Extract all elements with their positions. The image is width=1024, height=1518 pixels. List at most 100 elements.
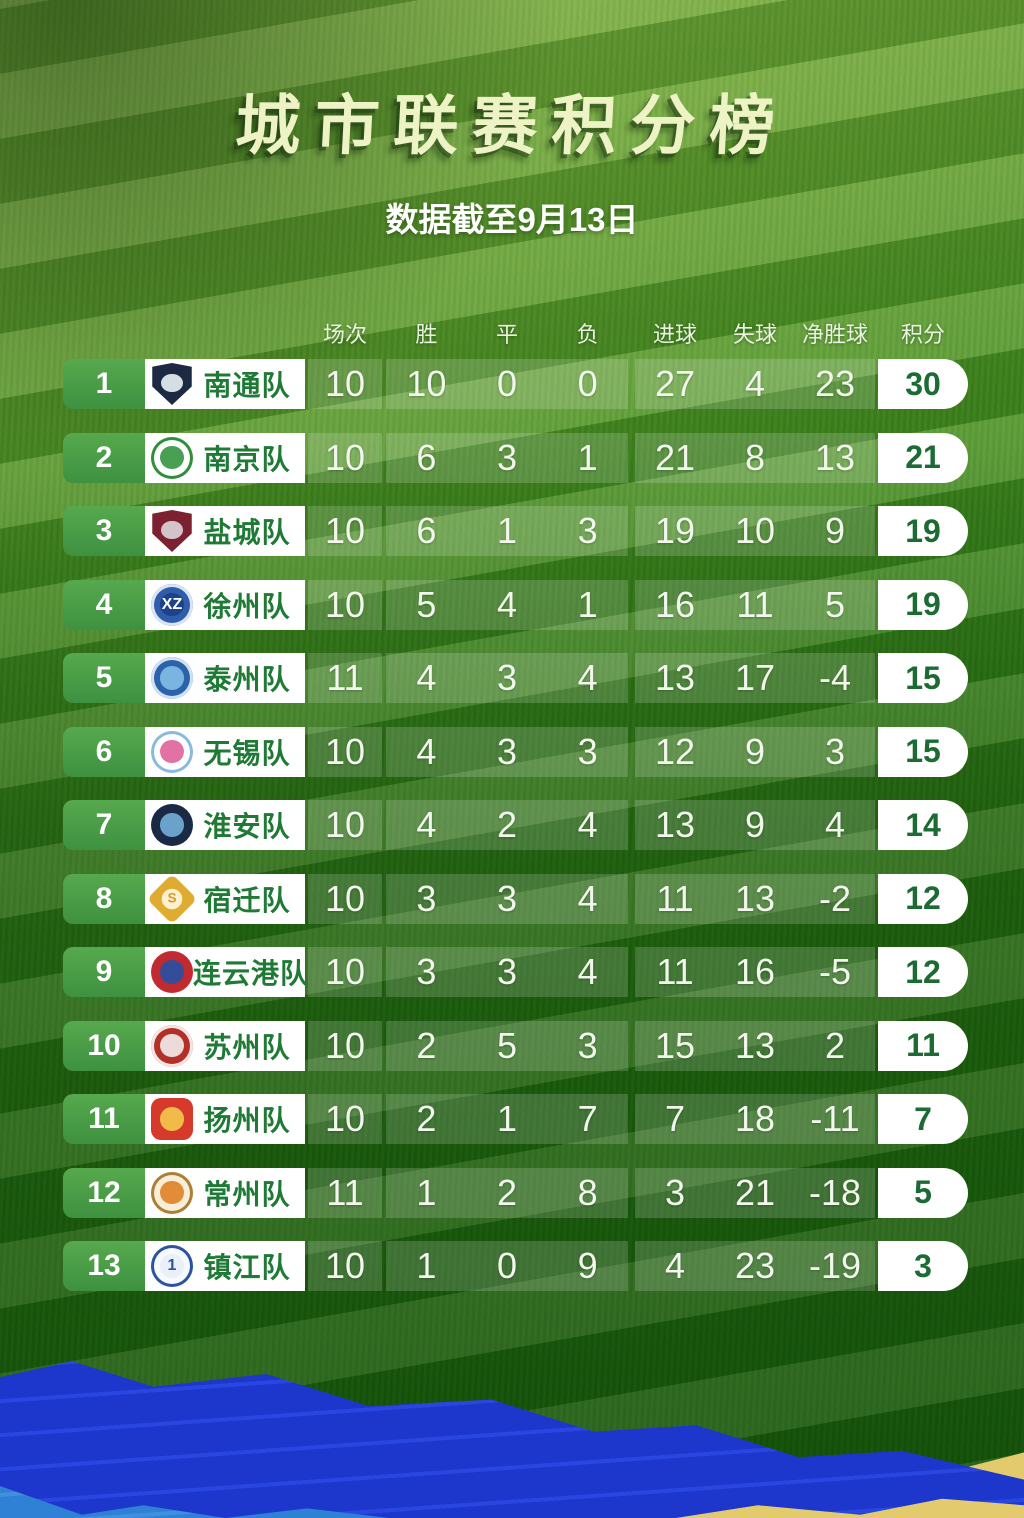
logo-accent	[160, 1254, 184, 1278]
wins-cell: 4	[416, 804, 437, 845]
team-logo	[151, 1098, 193, 1140]
points-badge: 12	[878, 873, 968, 924]
goal-diff-cell: -18	[808, 1171, 862, 1213]
rank-badge: 7	[63, 800, 145, 850]
team-logo	[152, 510, 192, 552]
played-cell: 10	[308, 1094, 382, 1144]
header-points: 积分	[900, 322, 945, 347]
table-row: 1 南通队 10 10 0 0 27 4 23 30	[63, 359, 968, 409]
record-panel: 6 3 1	[386, 432, 628, 483]
record-panel: 1 0 9	[386, 1241, 628, 1291]
played-cell: 10	[308, 1020, 382, 1071]
logo-initials: S	[167, 890, 177, 906]
rank-badge: 12	[63, 1167, 145, 1218]
goal-diff-cell: 4	[824, 804, 846, 845]
team-cell: 苏州队	[145, 1020, 305, 1071]
team-cell: XZ 徐州队	[145, 579, 305, 630]
played-cell: 10	[308, 800, 382, 850]
rank-badge: 9	[63, 947, 145, 997]
points-badge: 3	[878, 1241, 968, 1291]
team-logo	[151, 1024, 193, 1067]
team-cell: 无锡队	[145, 726, 305, 777]
team-logo	[151, 804, 193, 846]
team-name: 苏州队	[203, 1031, 291, 1063]
standings-rows: 1 南通队 10 10 0 0 27 4 23 30 2 南京队 10 6 3 1 21 8 13 21 3 盐城队 10 6…	[63, 359, 968, 1291]
wins-cell: 1	[416, 1245, 437, 1286]
goals-panel: 11 13 -2	[635, 873, 875, 924]
table-row: 5 泰州队 11 4 3 4 13 17 -4 15	[63, 653, 968, 703]
goals-for-cell: 13	[654, 804, 696, 845]
team-logo	[152, 363, 192, 405]
wins-cell: 10	[406, 363, 447, 404]
header-goals-against: 失球	[732, 322, 777, 347]
goal-diff-cell: -19	[808, 1245, 862, 1286]
losses-cell: 1	[577, 583, 598, 625]
goals-against-cell: 9	[744, 804, 766, 845]
team-name: 宿迁队	[203, 884, 291, 916]
losses-cell: 3	[577, 1024, 598, 1066]
team-name: 无锡队	[203, 737, 291, 769]
wins-cell: 4	[416, 657, 437, 698]
goals-panel: 15 13 2	[635, 1020, 875, 1071]
rank-badge: 11	[63, 1094, 145, 1144]
goals-panel: 13 17 -4	[635, 653, 875, 703]
record-panel: 4 3 3	[386, 726, 628, 777]
rank-badge: 13	[63, 1241, 145, 1291]
played-cell: 10	[308, 579, 382, 630]
goals-for-cell: 27	[654, 363, 696, 404]
played-cell: 11	[308, 653, 382, 703]
logo-accent	[160, 1107, 184, 1131]
standings-table: 场次 胜 平 负 进球 失球 净胜球 积分 1 南通队 10 10 0 0 27 4 23 30 2…	[63, 317, 968, 1291]
wins-cell: 5	[416, 583, 437, 625]
team-name: 连云港队	[193, 958, 310, 989]
table-row: 13 1 镇江队 10 1 0 9 4 23 -19 3	[63, 1241, 968, 1291]
team-cell: 南京队	[145, 432, 305, 483]
team-name: 徐州队	[203, 590, 291, 622]
losses-cell: 8	[577, 1171, 598, 1213]
draws-cell: 5	[496, 1024, 517, 1066]
draws-cell: 3	[496, 730, 517, 772]
goals-panel: 19 10 9	[635, 506, 875, 556]
goals-panel: 7 18 -11	[635, 1094, 875, 1144]
team-logo	[151, 951, 193, 993]
played-cell: 10	[308, 359, 382, 409]
wins-cell: 2	[416, 1024, 437, 1066]
played-cell: 10	[308, 947, 382, 997]
logo-accent	[161, 373, 183, 393]
logo-accent	[160, 960, 184, 984]
draws-cell: 2	[496, 804, 517, 845]
goals-against-cell: 21	[734, 1171, 776, 1213]
table-row: 12 常州队 11 1 2 8 3 21 -18 5	[63, 1167, 968, 1218]
goal-diff-cell: 5	[824, 583, 846, 625]
losses-cell: 7	[577, 1098, 598, 1139]
points-badge: 19	[878, 579, 968, 630]
goal-diff-cell: -4	[818, 657, 851, 698]
table-row: 3 盐城队 10 6 1 3 19 10 9 19	[63, 506, 968, 556]
rank-badge: 10	[63, 1020, 145, 1071]
header-record-group: 胜 平 负	[386, 317, 628, 349]
losses-cell: 3	[577, 730, 598, 772]
played-cell: 10	[308, 506, 382, 556]
goals-against-cell: 18	[734, 1098, 776, 1139]
logo-accent	[161, 520, 183, 540]
rank-badge: 4	[63, 579, 145, 630]
goals-against-cell: 13	[734, 877, 776, 919]
table-row: 4 XZ 徐州队 10 5 4 1 16 11 5 19	[63, 579, 968, 630]
record-panel: 4 3 4	[386, 653, 628, 703]
team-cell: 1 镇江队	[145, 1241, 305, 1291]
team-logo: S	[146, 873, 198, 924]
team-logo	[151, 1171, 193, 1214]
points-badge: 15	[878, 653, 968, 703]
record-panel: 3 3 4	[386, 947, 628, 997]
played-cell: 10	[308, 873, 382, 924]
rank-badge: 6	[63, 726, 145, 777]
losses-cell: 3	[577, 510, 598, 551]
header-goals-for: 进球	[652, 322, 697, 347]
logo-accent	[160, 1033, 184, 1058]
goal-diff-cell: -11	[810, 1098, 860, 1139]
losses-cell: 4	[577, 804, 598, 845]
goal-diff-cell: 9	[824, 510, 846, 551]
header-played: 场次	[322, 322, 367, 347]
goals-for-cell: 15	[654, 1024, 696, 1066]
wins-cell: 3	[416, 877, 437, 919]
